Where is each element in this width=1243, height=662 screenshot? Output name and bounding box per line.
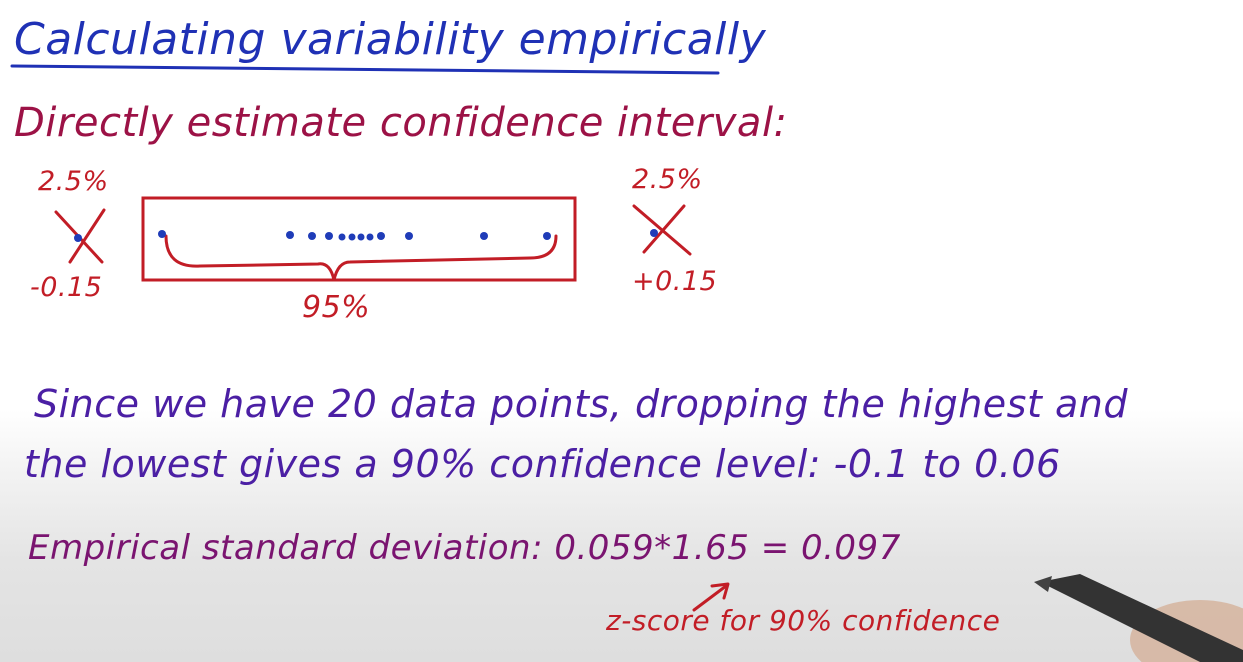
empirical-sd-formula: Empirical standard deviation: 0.059*1.65… [28,528,901,568]
data-point [308,232,316,240]
right-tail-percent: 2.5% [632,164,703,195]
data-point [377,232,385,240]
right-cross-b [642,204,686,254]
explanation-line-2: the lowest gives a 90% confidence level:… [24,442,1061,486]
interval-box [141,196,577,282]
brace [164,234,558,282]
data-point [650,229,658,237]
subtitle: Directly estimate confidence interval: [14,100,788,146]
left-tail-percent: 2.5% [38,166,109,197]
pen-body [1040,574,1243,662]
data-point [543,232,551,240]
z-score-arrow [692,584,728,612]
pen-tip [1034,576,1052,592]
explanation-line-1: Since we have 20 data points, dropping t… [34,382,1128,426]
right-tail-value: +0.15 [632,266,718,297]
data-point [325,232,333,240]
data-point [357,233,365,241]
data-point [405,232,413,240]
middle-percent: 95% [302,290,371,325]
page-title: Calculating variability empirically [14,14,767,65]
z-score-arrowhead [710,582,730,600]
left-cross-b [68,208,106,264]
data-point [348,233,356,241]
data-point [366,233,374,241]
data-point [338,233,346,241]
z-score-note: z-score for 90% confidence [606,604,1001,637]
data-point [74,234,82,242]
pen-and-hand [1034,574,1243,662]
title-underline [10,64,720,75]
left-tail-value: -0.15 [30,272,103,303]
data-point [286,231,294,239]
data-point [158,230,166,238]
data-point [480,232,488,240]
